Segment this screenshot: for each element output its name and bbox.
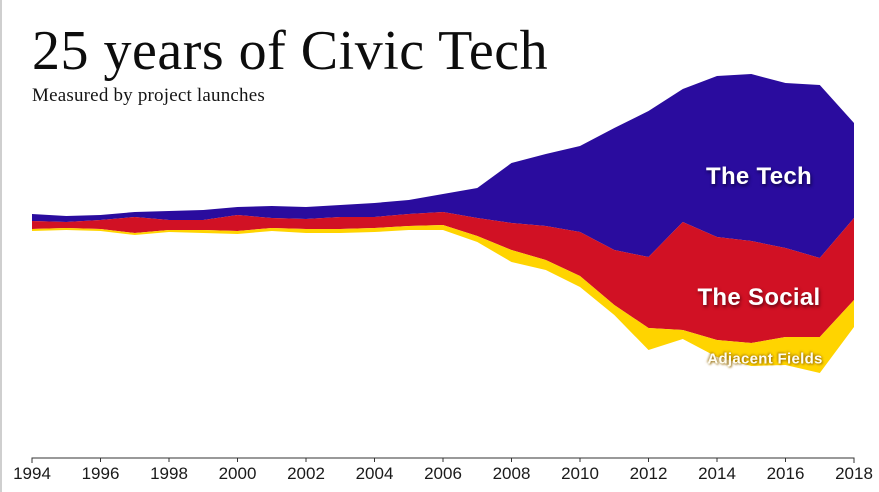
chart-title: 25 years of Civic Tech — [32, 20, 549, 82]
chart-subtitle: Measured by project launches — [32, 84, 265, 106]
x-tick-label: 2008 — [493, 464, 531, 483]
series-area-adjacent-fields — [32, 225, 854, 373]
x-tick-label: 2018 — [835, 464, 873, 483]
x-tick-label: 2014 — [698, 464, 736, 483]
x-tick-label: 1996 — [82, 464, 120, 483]
x-tick-label: 2006 — [424, 464, 462, 483]
x-tick-label: 2012 — [630, 464, 668, 483]
chart-header: 25 years of Civic Tech Measured by proje… — [32, 22, 548, 107]
series-area-the-social — [32, 212, 854, 343]
x-tick-label: 2000 — [219, 464, 257, 483]
series-area-the-tech — [32, 74, 854, 258]
x-tick-label: 2002 — [287, 464, 325, 483]
x-tick-label: 2004 — [356, 464, 394, 483]
x-tick-label: 1998 — [150, 464, 188, 483]
area-label-the-social: The Social — [697, 284, 821, 311]
x-tick-label: 1994 — [13, 464, 51, 483]
x-tick-label: 2016 — [767, 464, 805, 483]
area-label-the-tech: The Tech — [706, 163, 812, 190]
area-label-adjacent-fields: Adjacent Fields — [707, 350, 823, 368]
x-tick-label: 2010 — [561, 464, 599, 483]
